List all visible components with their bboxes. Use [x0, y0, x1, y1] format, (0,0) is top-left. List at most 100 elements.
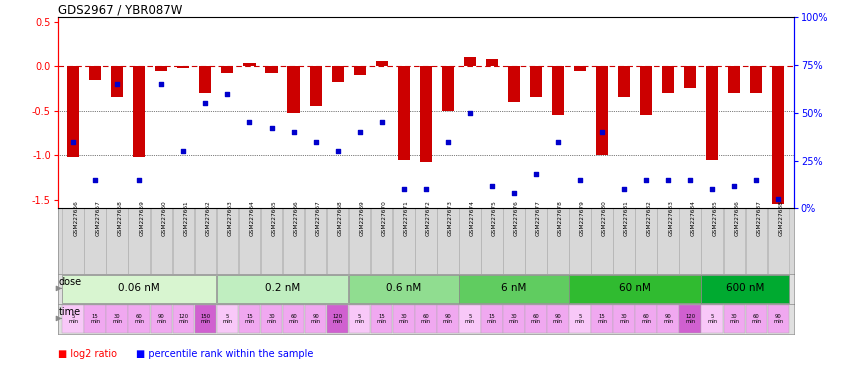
Bar: [508, 66, 520, 102]
Bar: [640, 66, 652, 115]
Bar: [415, 305, 436, 333]
Bar: [767, 305, 790, 333]
Text: 5
min: 5 min: [222, 314, 233, 324]
Point: [265, 125, 278, 131]
Text: GDS2967 / YBR087W: GDS2967 / YBR087W: [58, 3, 182, 16]
Point: [221, 91, 234, 97]
Text: 0.06 nM: 0.06 nM: [118, 283, 160, 293]
Text: GSM227662: GSM227662: [205, 200, 211, 236]
Bar: [459, 275, 569, 303]
Point: [706, 186, 719, 192]
Point: [199, 100, 212, 106]
Bar: [327, 305, 348, 333]
Point: [243, 119, 256, 126]
Bar: [679, 305, 701, 333]
Point: [331, 148, 345, 154]
Text: 5
min: 5 min: [68, 314, 78, 324]
Text: 15
min: 15 min: [597, 314, 607, 324]
Text: time: time: [59, 306, 81, 316]
Text: 600 nM: 600 nM: [726, 283, 764, 293]
Bar: [701, 275, 790, 303]
Text: 60
min: 60 min: [751, 314, 762, 324]
Text: 15
min: 15 min: [90, 314, 100, 324]
Bar: [728, 66, 740, 93]
Bar: [701, 305, 723, 333]
Text: 15
min: 15 min: [486, 314, 497, 324]
Text: 90
min: 90 min: [773, 314, 784, 324]
Text: GSM227684: GSM227684: [690, 200, 695, 236]
Text: 90
min: 90 min: [156, 314, 166, 324]
Bar: [349, 275, 458, 303]
Text: 90
min: 90 min: [442, 314, 453, 324]
Text: GSM227660: GSM227660: [161, 200, 166, 236]
Bar: [261, 305, 283, 333]
Bar: [62, 209, 84, 274]
Text: 5
min: 5 min: [464, 314, 475, 324]
Text: GSM227666: GSM227666: [294, 200, 299, 236]
Bar: [526, 305, 547, 333]
Bar: [662, 66, 674, 93]
Point: [750, 177, 763, 183]
Bar: [172, 209, 194, 274]
Point: [617, 186, 631, 192]
Bar: [503, 305, 525, 333]
Bar: [701, 209, 723, 274]
Bar: [723, 305, 745, 333]
Text: GSM227667: GSM227667: [316, 200, 321, 236]
Text: GSM227681: GSM227681: [624, 200, 629, 236]
Point: [683, 177, 697, 183]
Text: GSM227678: GSM227678: [558, 200, 563, 236]
Point: [595, 129, 609, 135]
Bar: [222, 66, 233, 73]
Bar: [349, 305, 370, 333]
Point: [419, 186, 432, 192]
Text: GSM227658: GSM227658: [117, 200, 122, 236]
Text: GSM227683: GSM227683: [668, 200, 673, 236]
Bar: [266, 66, 278, 73]
Bar: [591, 209, 613, 274]
Bar: [84, 305, 106, 333]
Bar: [530, 66, 542, 97]
Bar: [150, 305, 172, 333]
Text: 60
min: 60 min: [641, 314, 651, 324]
Text: GSM227677: GSM227677: [536, 200, 541, 236]
Text: 30
min: 30 min: [399, 314, 409, 324]
Bar: [216, 305, 239, 333]
Bar: [327, 209, 348, 274]
Bar: [679, 209, 701, 274]
Text: GSM227679: GSM227679: [580, 200, 585, 236]
Text: GSM227676: GSM227676: [514, 200, 519, 236]
Bar: [353, 66, 366, 75]
Bar: [574, 66, 586, 71]
Bar: [552, 66, 564, 115]
Text: 30
min: 30 min: [267, 314, 277, 324]
Bar: [745, 305, 767, 333]
Bar: [441, 66, 454, 111]
Text: 150
min: 150 min: [200, 314, 211, 324]
Bar: [177, 66, 189, 68]
Bar: [349, 209, 370, 274]
Bar: [618, 66, 630, 97]
Bar: [310, 66, 322, 106]
Bar: [569, 209, 591, 274]
Text: GSM227673: GSM227673: [447, 200, 453, 236]
Text: 6 nM: 6 nM: [501, 283, 526, 293]
Text: GSM227688: GSM227688: [779, 200, 784, 236]
Text: GSM227685: GSM227685: [712, 200, 717, 236]
Text: GSM227674: GSM227674: [469, 200, 475, 236]
Bar: [437, 305, 458, 333]
Text: 0.6 nM: 0.6 nM: [386, 283, 421, 293]
Bar: [89, 66, 101, 79]
Bar: [548, 209, 569, 274]
Point: [397, 186, 411, 192]
Text: 120
min: 120 min: [178, 314, 188, 324]
Text: GSM227682: GSM227682: [646, 200, 651, 236]
Text: ■ log2 ratio: ■ log2 ratio: [58, 349, 116, 359]
Bar: [684, 66, 696, 88]
Point: [485, 182, 498, 189]
Bar: [194, 305, 216, 333]
Point: [463, 110, 476, 116]
Point: [66, 139, 80, 145]
Bar: [371, 209, 392, 274]
Bar: [283, 305, 304, 333]
